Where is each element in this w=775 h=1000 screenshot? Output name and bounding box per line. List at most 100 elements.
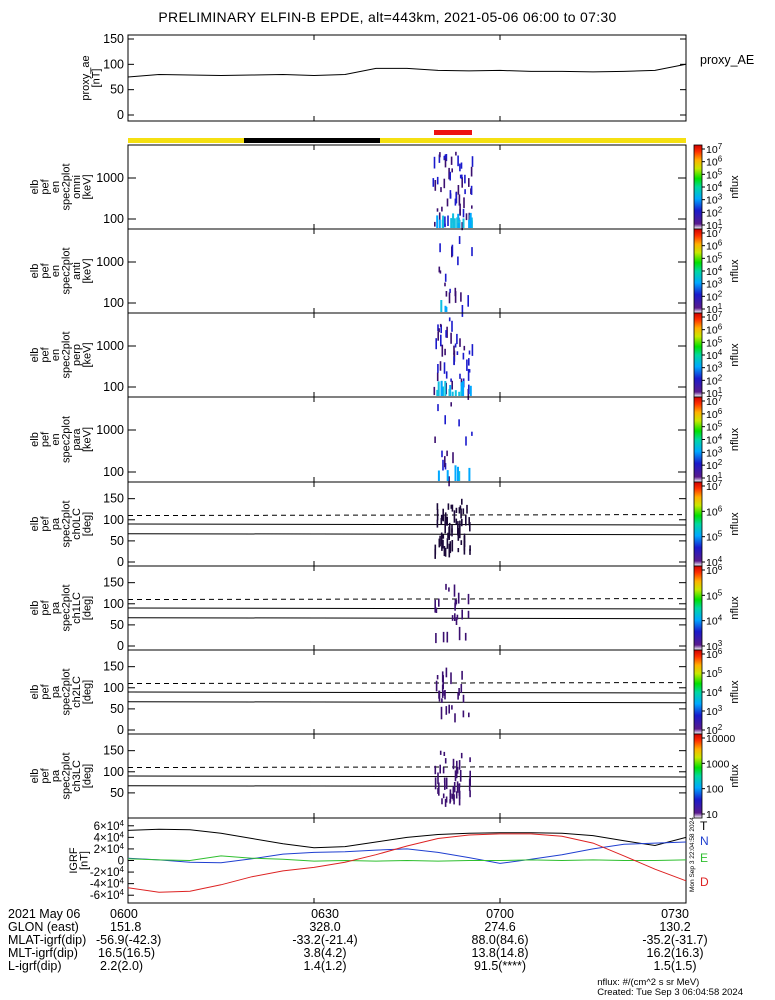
flux-cell (438, 782, 440, 796)
flux-cell (432, 178, 435, 187)
colorbar-tick-label: 104 (706, 433, 723, 447)
units-note: nflux: #/(cm^2 s sr MeV) Created: Tue Se… (597, 978, 743, 998)
flux-cell (470, 217, 473, 228)
flux-cell (448, 167, 450, 180)
loss-cone-solid-line (127, 533, 687, 536)
flux-cell (462, 710, 465, 718)
flux-cell (434, 436, 436, 443)
y-tick-label: 4×104 (94, 830, 125, 844)
y-label-line: en (50, 181, 62, 193)
colorbar-label: nflux (729, 596, 741, 620)
y-tick-label: 100 (103, 380, 124, 394)
y-label-line: spec2plot (60, 416, 72, 463)
y-label-line: elb (29, 348, 41, 363)
y-label-line: pa (50, 601, 62, 614)
flux-cell (459, 174, 462, 179)
flux-cell (461, 222, 463, 231)
flux-cell (435, 680, 438, 692)
y-label-line: elb (29, 432, 41, 447)
flux-cell (441, 206, 443, 212)
footer-value: 130.2 (659, 920, 691, 934)
flux-cell (468, 369, 471, 373)
y-tick-label: -2×104 (90, 865, 125, 879)
flux-cell (466, 504, 468, 514)
y-label-line: elb (29, 180, 41, 195)
flux-cell (459, 505, 462, 510)
colorbar-tick-label: 105 (706, 251, 723, 265)
y-tick-label: 50 (110, 83, 124, 97)
y-label-line: spec2plot (60, 331, 72, 378)
flux-cell (434, 599, 436, 613)
flux-cell (460, 684, 463, 693)
colorbar (693, 481, 703, 567)
y-label-line: pef (39, 262, 51, 278)
flux-cell (461, 498, 463, 505)
flux-cell (458, 783, 461, 788)
flux-cell (445, 154, 448, 162)
flux-cell (441, 543, 443, 551)
y-label-line: pa (50, 517, 62, 530)
y-tick-label: 6×104 (94, 819, 125, 833)
y-label-line: elb (29, 517, 41, 532)
flux-cell (436, 519, 439, 528)
loss-cone-dashed-line (127, 514, 687, 517)
flux-cell (441, 219, 444, 228)
flux-cell (452, 758, 455, 770)
proxy-ae-frame (127, 34, 687, 122)
flux-cell (440, 324, 442, 334)
y-label-line: pef (39, 346, 51, 362)
flux-cell (444, 780, 446, 790)
figure-title: PRELIMINARY ELFIN-B EPDE, alt=443km, 202… (158, 9, 617, 25)
flux-cell (471, 344, 474, 356)
flux-cell (436, 176, 439, 185)
footer-value: 274.6 (484, 920, 516, 934)
colorbar-tick-label: 10000 (706, 733, 735, 745)
flux-cell (449, 288, 451, 293)
flux-cell (451, 168, 453, 173)
y-tick-label: 50 (110, 702, 124, 716)
flux-cell (454, 291, 457, 303)
colorbar-tick-label: 105 (706, 666, 723, 680)
flux-cell (439, 152, 441, 158)
footer-row-time: 2021 May 06 0600 0630 0700 0730 (0, 908, 775, 921)
flux-cell (444, 348, 446, 356)
y-label-line: pef (39, 767, 51, 783)
flux-cell (456, 351, 459, 355)
spectrogram-frame (127, 396, 687, 483)
flux-cell (460, 162, 463, 169)
flux-cell (437, 324, 439, 331)
flux-cell (455, 151, 457, 156)
flux-cell (448, 388, 451, 396)
flux-cell (443, 751, 446, 756)
flux-cell (434, 221, 436, 227)
flux-cell (445, 706, 448, 715)
y-label-line: pef (39, 178, 51, 194)
flux-cell (434, 765, 437, 775)
flux-cell (459, 520, 461, 527)
flux-cell (469, 385, 472, 396)
status-bar-black (244, 138, 380, 143)
colorbar-label: nflux (729, 427, 741, 451)
flux-cell (439, 535, 441, 547)
flux-cell (457, 185, 460, 195)
flux-cell (439, 750, 442, 755)
flux-cell (440, 518, 443, 525)
footer-value: 88.0(84.6) (471, 933, 529, 947)
flux-cell (446, 516, 448, 526)
flux-cell (461, 518, 463, 527)
flux-cell (448, 704, 450, 714)
footer-value: 1.4(1.2) (303, 959, 347, 973)
flux-cell (456, 760, 458, 771)
footer-value: 151.8 (110, 920, 142, 934)
flux-cell (458, 626, 461, 641)
footer-value: 16.5(16.5) (98, 946, 155, 960)
flux-cell (457, 223, 460, 228)
flux-cell (468, 384, 470, 394)
y-label-line: ch2LC (71, 676, 83, 708)
flux-cell (452, 213, 455, 228)
flux-cell (461, 174, 463, 179)
colorbar-tick-label: 101 (706, 386, 723, 400)
